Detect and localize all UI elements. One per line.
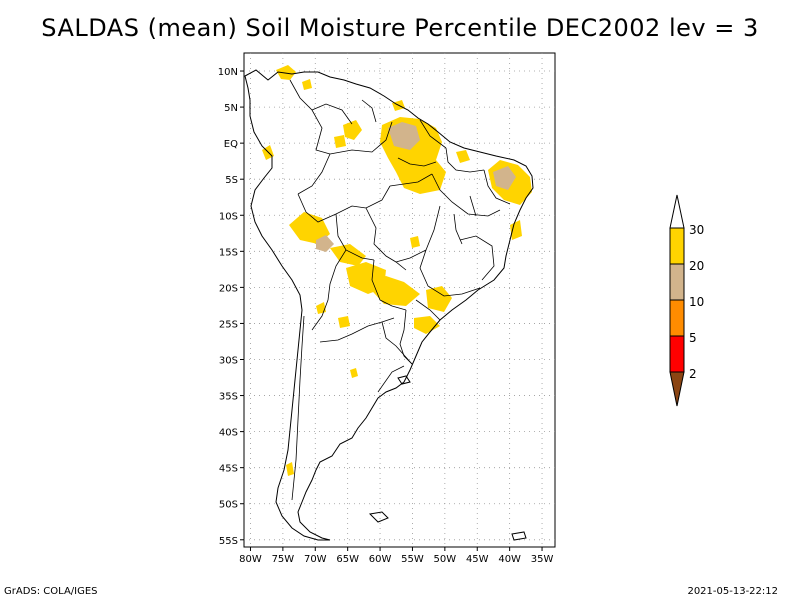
legend-band-20-30	[669, 227, 685, 265]
lon-tick-label: 75W	[272, 554, 295, 565]
lat-tick-label: 10S	[219, 211, 238, 222]
patch-chile-south	[286, 462, 294, 476]
patch-maranhao	[456, 150, 470, 163]
color-legend: 30 20 10 5 2	[669, 194, 704, 407]
lat-tick-label: EQ	[224, 139, 238, 150]
country-borders	[289, 79, 511, 501]
lon-tick-label: 80W	[239, 554, 262, 565]
legend-band-2-5	[669, 335, 685, 373]
legend-label-10: 10	[689, 295, 704, 309]
legend-label-30: 30	[689, 223, 704, 237]
patch-parana	[414, 316, 440, 334]
patch-bolivia-tan	[316, 235, 334, 252]
patch-venezuela-east	[302, 79, 312, 90]
lat-tick-label: 25S	[219, 319, 238, 330]
patch-amazon-small	[334, 135, 346, 148]
lon-tick-label: 65W	[336, 554, 359, 565]
lat-tick-label: 5N	[224, 103, 238, 114]
patch-bahia	[510, 220, 522, 240]
lon-tick-label: 40W	[498, 554, 521, 565]
patch-bolivia	[289, 212, 330, 244]
patch-guyana	[343, 120, 362, 140]
plot-title: SALDAS (mean) Soil Moisture Percentile D…	[41, 14, 759, 42]
lat-tick-label: 10N	[218, 67, 238, 78]
patch-argentina-nw	[338, 316, 350, 328]
patch-matogrosso-sul	[364, 276, 420, 306]
legend-band-5-10	[669, 299, 685, 337]
legend-label-5: 5	[689, 331, 697, 345]
longitude-axis: 80W 75W 70W 65W 60W 55W 50W 45W 40W 35W	[239, 547, 553, 565]
patch-para-tan	[388, 122, 420, 150]
legend-band-10-20	[669, 263, 685, 301]
latitude-axis: 10N 5N EQ 5S 10S 15S 20S 25S 30S 35S 40S 45S 50S 55S	[218, 67, 244, 547]
graticule-grid	[244, 53, 555, 547]
patch-sao-paulo	[426, 286, 452, 312]
patch-venezuela	[276, 65, 296, 80]
coastline	[244, 69, 534, 541]
lon-tick-label: 70W	[304, 554, 327, 565]
lon-tick-label: 35W	[531, 554, 554, 565]
lat-tick-label: 5S	[225, 175, 238, 186]
legend-label-2: 2	[689, 367, 697, 381]
lat-tick-label: 55S	[219, 536, 238, 547]
lon-tick-label: 55W	[401, 554, 424, 565]
legend-label-20: 20	[689, 259, 704, 273]
dry-patches	[262, 65, 532, 476]
lat-tick-label: 45S	[219, 464, 238, 475]
lon-tick-label: 50W	[434, 554, 457, 565]
grads-credit: GrADS: COLA/IGES	[4, 586, 98, 597]
patch-pampas	[350, 368, 358, 378]
legend-top-arrow	[669, 194, 685, 229]
lon-tick-label: 45W	[466, 554, 489, 565]
lat-tick-label: 35S	[219, 392, 238, 403]
patch-northeast-tan	[493, 166, 516, 190]
lat-tick-label: 50S	[219, 500, 238, 511]
lon-tick-label: 60W	[369, 554, 392, 565]
lat-tick-label: 15S	[219, 247, 238, 258]
legend-bottom-arrow	[669, 371, 685, 407]
timestamp: 2021-05-13-22:12	[687, 586, 778, 597]
lat-tick-label: 40S	[219, 428, 238, 439]
lat-tick-label: 20S	[219, 283, 238, 294]
patch-goias	[410, 236, 420, 248]
lat-tick-label: 30S	[219, 355, 238, 366]
